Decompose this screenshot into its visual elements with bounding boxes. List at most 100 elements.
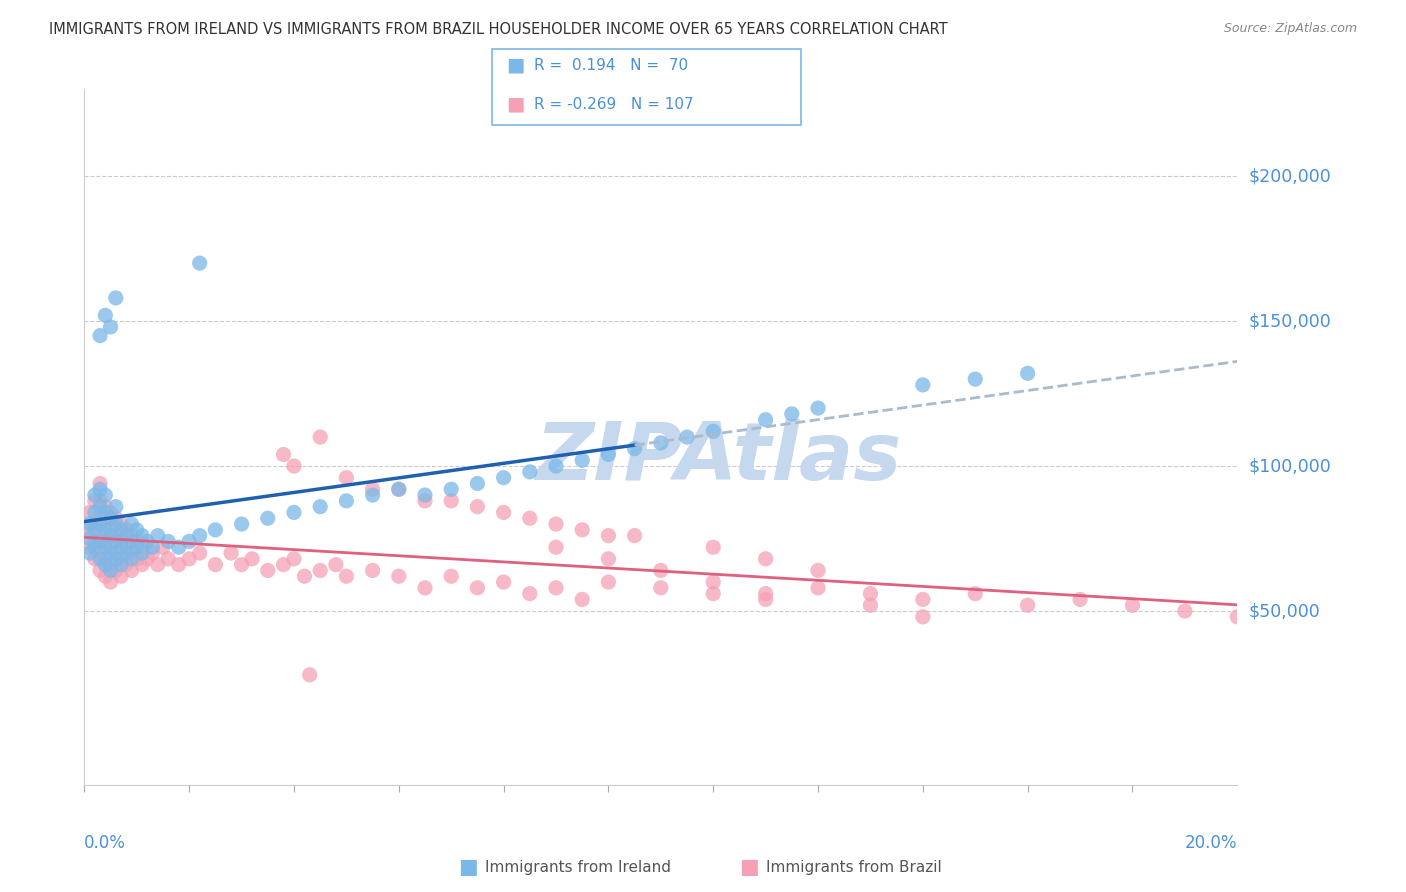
Point [571, 453, 593, 467]
Point [598, 574, 620, 589]
Point [136, 551, 159, 566]
Point [83, 540, 105, 554]
Point [650, 435, 672, 450]
Point [115, 523, 138, 537]
Point [361, 488, 384, 502]
Point [807, 581, 830, 595]
Point [167, 540, 190, 554]
Point [141, 540, 163, 554]
Point [89, 482, 111, 496]
Point [325, 558, 347, 572]
Point [136, 534, 159, 549]
Point [702, 587, 724, 601]
Point [598, 551, 620, 566]
Point [273, 558, 295, 572]
Point [104, 551, 127, 566]
Point [361, 482, 384, 496]
Text: 20.0%: 20.0% [1185, 834, 1237, 852]
Point [94, 516, 117, 531]
Point [1226, 610, 1249, 624]
Point [309, 500, 332, 514]
Point [755, 592, 778, 607]
Point [94, 558, 117, 572]
Point [110, 516, 132, 531]
Text: 0.0%: 0.0% [84, 834, 127, 852]
Point [89, 528, 111, 542]
Point [544, 516, 567, 531]
Point [131, 546, 153, 560]
Point [89, 534, 111, 549]
Point [965, 372, 987, 386]
Point [702, 540, 724, 554]
Point [121, 551, 143, 566]
Point [911, 377, 934, 392]
Point [125, 540, 148, 554]
Point [283, 505, 305, 519]
Point [104, 534, 127, 549]
Point [83, 516, 105, 531]
Point [650, 564, 672, 578]
Point [83, 534, 105, 549]
Point [89, 328, 111, 343]
Point [965, 587, 987, 601]
Point [231, 558, 253, 572]
Point [110, 534, 132, 549]
Point [544, 540, 567, 554]
Point [467, 581, 489, 595]
Point [179, 551, 201, 566]
Point [94, 500, 117, 514]
Point [121, 528, 143, 542]
Point [79, 532, 101, 546]
Point [146, 528, 169, 542]
Point [141, 546, 163, 560]
Point [100, 558, 122, 572]
Point [167, 558, 190, 572]
Point [623, 442, 645, 456]
Point [121, 546, 143, 560]
Point [94, 505, 117, 519]
Text: R = -0.269   N = 107: R = -0.269 N = 107 [534, 97, 695, 112]
Point [79, 505, 101, 519]
Point [702, 424, 724, 438]
Point [388, 482, 411, 496]
Point [83, 493, 105, 508]
Point [440, 482, 463, 496]
Point [309, 430, 332, 444]
Point [115, 546, 138, 560]
Point [807, 564, 830, 578]
Point [1017, 598, 1039, 612]
Point [110, 523, 132, 537]
Point [89, 511, 111, 525]
Point [110, 551, 132, 566]
Text: ■: ■ [740, 857, 759, 877]
Point [100, 505, 122, 519]
Point [544, 581, 567, 595]
Point [623, 528, 645, 542]
Point [492, 574, 515, 589]
Point [131, 540, 153, 554]
Point [467, 476, 489, 491]
Point [121, 516, 143, 531]
Point [519, 587, 541, 601]
Text: R =  0.194   N =  70: R = 0.194 N = 70 [534, 58, 689, 72]
Point [104, 528, 127, 542]
Point [413, 493, 436, 508]
Point [388, 482, 411, 496]
Point [146, 558, 169, 572]
Point [294, 569, 316, 583]
Point [188, 256, 211, 270]
Point [519, 465, 541, 479]
Point [83, 488, 105, 502]
Point [188, 528, 211, 542]
Point [676, 430, 699, 444]
Point [598, 528, 620, 542]
Text: ■: ■ [506, 55, 524, 75]
Point [104, 291, 127, 305]
Point [100, 574, 122, 589]
Point [283, 551, 305, 566]
Point [755, 551, 778, 566]
Point [100, 319, 122, 334]
Point [110, 569, 132, 583]
Point [104, 500, 127, 514]
Point [388, 569, 411, 583]
